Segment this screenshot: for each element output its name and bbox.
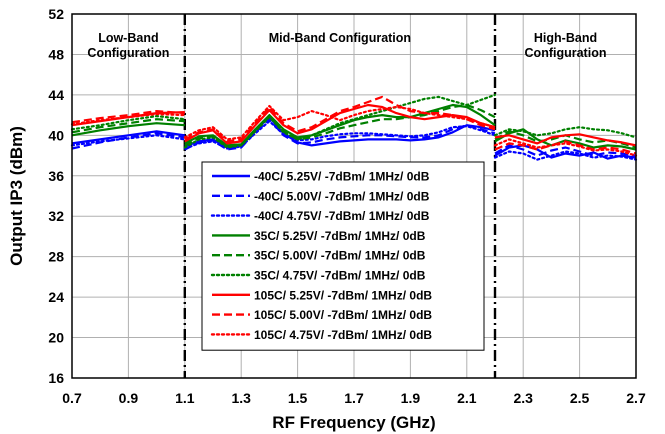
plot-area-frame xyxy=(71,13,637,379)
series-6 xyxy=(70,93,638,149)
band-dividers xyxy=(183,14,497,378)
legend-label: 35C/ 5.00V/ -7dBm/ 1MHz/ 0dB xyxy=(254,249,426,263)
series-line xyxy=(71,132,185,150)
y-tick-label: 36 xyxy=(48,168,64,184)
band-label: Configuration xyxy=(87,46,169,60)
y-tick-label: 28 xyxy=(48,249,64,265)
y-tick-label: 24 xyxy=(48,289,64,305)
series-line xyxy=(184,118,496,151)
band-label: Mid-Band Configuration xyxy=(269,31,411,45)
y-tick-label: 48 xyxy=(48,46,64,62)
y-axis-title: Output IP3 (dBm) xyxy=(7,126,26,266)
y-tick-label: 20 xyxy=(48,330,64,346)
series-8 xyxy=(71,95,637,155)
y-tick-label: 16 xyxy=(48,370,64,386)
series-line xyxy=(494,144,637,160)
legend-label: -40C/ 5.00V/ -7dBm/ 1MHz/ 0dB xyxy=(254,189,430,203)
x-tick-label: 0.9 xyxy=(119,390,139,406)
legend-label: 105C/ 5.00V/ -7dBm/ 1MHz/ 0dB xyxy=(254,308,432,322)
legend-label: -40C/ 5.25V/ -7dBm/ 1MHz/ 0dB xyxy=(254,170,430,184)
x-tick-label: 1.9 xyxy=(401,390,421,406)
x-axis-ticks: 0.7 0.9 1.1 1.3 1.5 1.7 1.9 2.1 2.3 2.5 2.7 xyxy=(62,390,646,406)
x-tick-label: 2.5 xyxy=(570,390,590,406)
series-line xyxy=(71,110,185,124)
series-line xyxy=(70,134,186,147)
legend-label: 105C/ 4.75V/ -7dBm/ 1MHz/ 0dB xyxy=(254,328,432,342)
legend-label: -40C/ 4.75V/ -7dBm/ 1MHz/ 0dB xyxy=(254,209,430,223)
series-9 xyxy=(70,104,638,157)
series-line xyxy=(183,93,497,149)
series-line xyxy=(71,122,185,137)
y-tick-label: 44 xyxy=(48,87,64,103)
x-tick-label: 2.3 xyxy=(513,390,533,406)
series-line xyxy=(493,126,638,139)
legend-label: 35C/ 5.25V/ -7dBm/ 1MHz/ 0dB xyxy=(254,229,426,243)
x-tick-label: 2.7 xyxy=(626,390,646,406)
series-line xyxy=(184,103,496,148)
series-line xyxy=(183,104,497,141)
series-line xyxy=(493,150,638,161)
series-line xyxy=(184,95,496,143)
series-line xyxy=(70,115,186,131)
y-tick-label: 32 xyxy=(48,208,64,224)
x-tick-label: 1.7 xyxy=(344,390,364,406)
series-line xyxy=(494,133,637,147)
series-line xyxy=(494,140,637,155)
x-tick-label: 2.1 xyxy=(457,390,477,406)
band-label: Configuration xyxy=(525,46,607,60)
series-line xyxy=(493,138,638,157)
x-tick-label: 0.7 xyxy=(62,390,82,406)
band-label: Low-Band xyxy=(98,31,158,45)
series-line xyxy=(494,144,637,157)
series-line xyxy=(71,130,185,145)
y-tick-label: 40 xyxy=(48,127,64,143)
band-label: High-Band xyxy=(534,31,597,45)
x-axis-title: RF Frequency (GHz) xyxy=(272,413,435,432)
series-line xyxy=(70,113,186,126)
x-tick-label: 1.3 xyxy=(231,390,251,406)
legend-label: 35C/ 4.75V/ -7dBm/ 1MHz/ 0dB xyxy=(254,269,426,283)
x-tick-label: 1.1 xyxy=(175,390,195,406)
series-lines xyxy=(70,93,638,161)
series-line xyxy=(71,118,185,134)
legend-label: 105C/ 5.25V/ -7dBm/ 1MHz/ 0dB xyxy=(254,288,432,302)
x-tick-label: 1.5 xyxy=(288,390,308,406)
y-tick-label: 52 xyxy=(48,6,64,22)
series-2 xyxy=(71,118,637,157)
series-line xyxy=(184,103,496,147)
y-axis-ticks: 16 20 24 28 32 36 40 44 48 52 xyxy=(48,6,64,386)
legend: -40C/ 5.25V/ -7dBm/ 1MHz/ 0dB -40C/ 5.00V… xyxy=(201,161,485,351)
